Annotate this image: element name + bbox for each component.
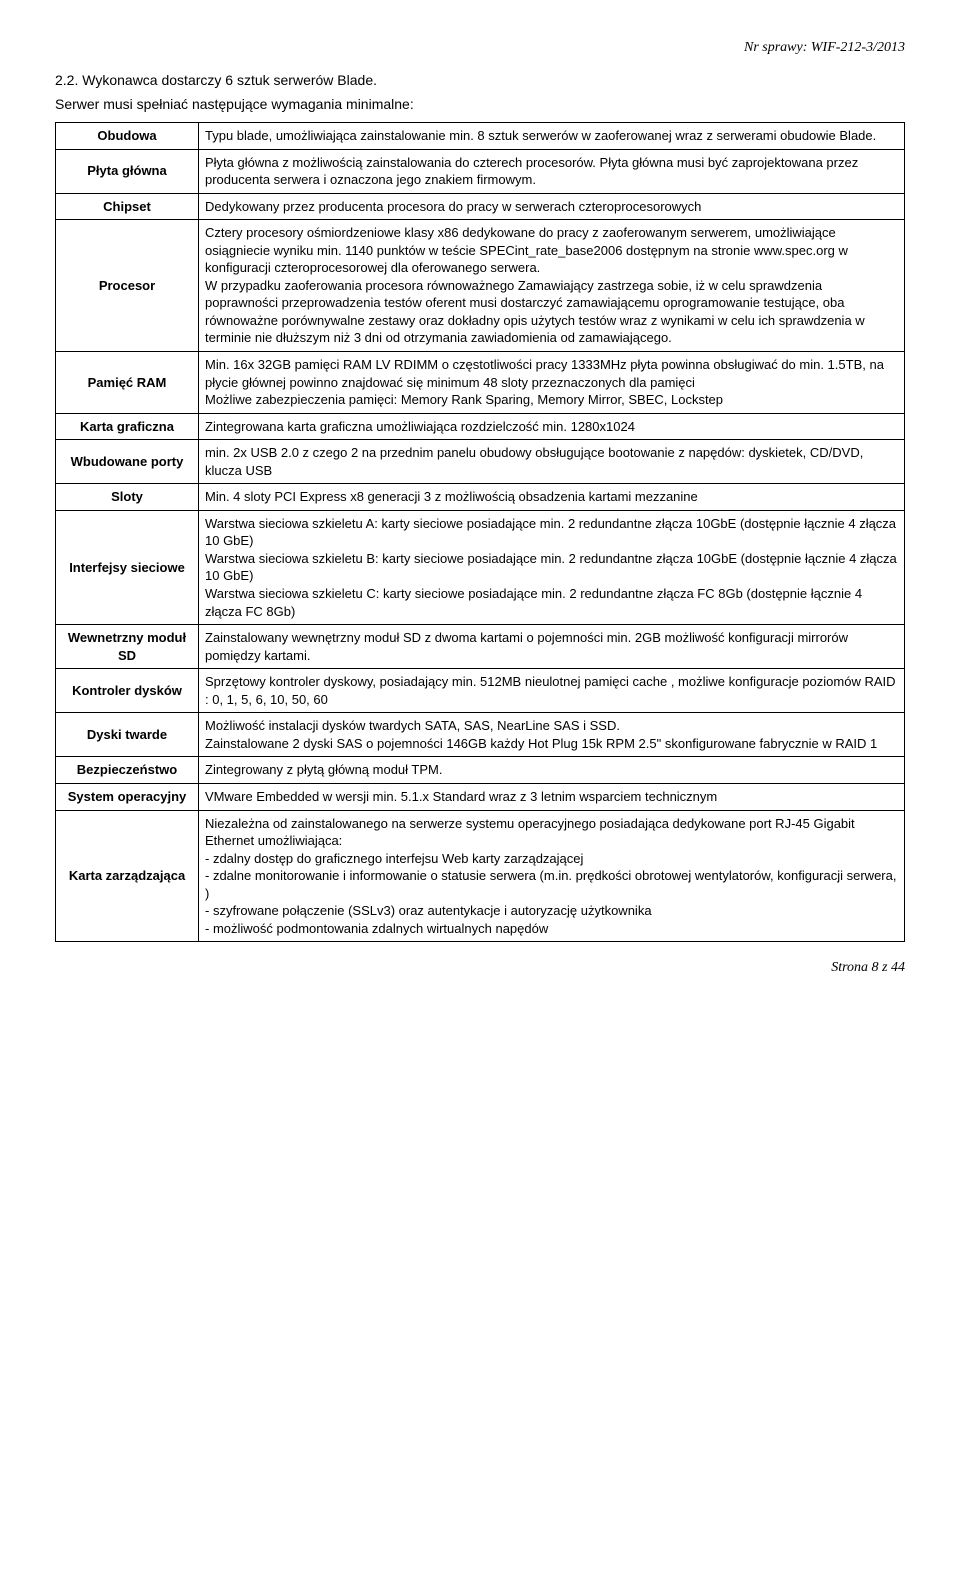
table-row: Karta zarządzającaNiezależna od zainstal… <box>56 810 905 942</box>
spec-value: Zintegrowany z płytą główną moduł TPM. <box>199 757 905 784</box>
spec-value: Min. 4 sloty PCI Express x8 generacji 3 … <box>199 484 905 511</box>
document-page: Nr sprawy: WIF-212-3/2013 2.2. Wykonawca… <box>0 0 960 1006</box>
spec-label: System operacyjny <box>56 783 199 810</box>
table-row: Pamięć RAMMin. 16x 32GB pamięci RAM LV R… <box>56 352 905 414</box>
spec-value: Zainstalowany wewnętrzny moduł SD z dwom… <box>199 625 905 669</box>
case-number: Nr sprawy: WIF-212-3/2013 <box>55 40 905 56</box>
table-row: Interfejsy siecioweWarstwa sieciowa szki… <box>56 510 905 624</box>
spec-label: Sloty <box>56 484 199 511</box>
page-footer: Strona 8 z 44 <box>55 960 905 976</box>
table-row: Wbudowane portymin. 2x USB 2.0 z czego 2… <box>56 440 905 484</box>
spec-value: Min. 16x 32GB pamięci RAM LV RDIMM o czę… <box>199 352 905 414</box>
spec-label: Wewnetrzny moduł SD <box>56 625 199 669</box>
spec-value: Sprzętowy kontroler dyskowy, posiadający… <box>199 669 905 713</box>
spec-value: Cztery procesory ośmiordzeniowe klasy x8… <box>199 220 905 352</box>
spec-value: Płyta główna z możliwością zainstalowani… <box>199 149 905 193</box>
spec-label: Interfejsy sieciowe <box>56 510 199 624</box>
table-row: Dyski twardeMożliwość instalacji dysków … <box>56 713 905 757</box>
spec-value: Niezależna od zainstalowanego na serwerz… <box>199 810 905 942</box>
spec-label: Kontroler dysków <box>56 669 199 713</box>
section-title: 2.2. Wykonawca dostarczy 6 sztuk serweró… <box>55 72 905 88</box>
table-row: ObudowaTypu blade, umożliwiająca zainsta… <box>56 123 905 150</box>
table-row: Płyta głównaPłyta główna z możliwością z… <box>56 149 905 193</box>
spec-label: Bezpieczeństwo <box>56 757 199 784</box>
spec-value: min. 2x USB 2.0 z czego 2 na przednim pa… <box>199 440 905 484</box>
table-row: Karta graficznaZintegrowana karta grafic… <box>56 413 905 440</box>
spec-label: Obudowa <box>56 123 199 150</box>
table-row: BezpieczeństwoZintegrowany z płytą główn… <box>56 757 905 784</box>
table-row: ChipsetDedykowany przez producenta proce… <box>56 193 905 220</box>
section-subtitle: Serwer musi spełniać następujące wymagan… <box>55 96 905 112</box>
spec-label: Procesor <box>56 220 199 352</box>
spec-value: Zintegrowana karta graficzna umożliwiają… <box>199 413 905 440</box>
spec-label: Karta graficzna <box>56 413 199 440</box>
spec-value: VMware Embedded w wersji min. 5.1.x Stan… <box>199 783 905 810</box>
spec-value: Typu blade, umożliwiająca zainstalowanie… <box>199 123 905 150</box>
spec-label: Chipset <box>56 193 199 220</box>
spec-label: Dyski twarde <box>56 713 199 757</box>
spec-label: Karta zarządzająca <box>56 810 199 942</box>
spec-value: Możliwość instalacji dysków twardych SAT… <box>199 713 905 757</box>
table-row: ProcesorCztery procesory ośmiordzeniowe … <box>56 220 905 352</box>
table-row: System operacyjnyVMware Embedded w wersj… <box>56 783 905 810</box>
spec-table: ObudowaTypu blade, umożliwiająca zainsta… <box>55 122 905 942</box>
spec-label: Płyta główna <box>56 149 199 193</box>
spec-value: Warstwa sieciowa szkieletu A: karty siec… <box>199 510 905 624</box>
spec-value: Dedykowany przez producenta procesora do… <box>199 193 905 220</box>
spec-label: Wbudowane porty <box>56 440 199 484</box>
table-row: Wewnetrzny moduł SDZainstalowany wewnętr… <box>56 625 905 669</box>
table-row: Kontroler dyskówSprzętowy kontroler dysk… <box>56 669 905 713</box>
spec-label: Pamięć RAM <box>56 352 199 414</box>
table-row: SlotyMin. 4 sloty PCI Express x8 generac… <box>56 484 905 511</box>
